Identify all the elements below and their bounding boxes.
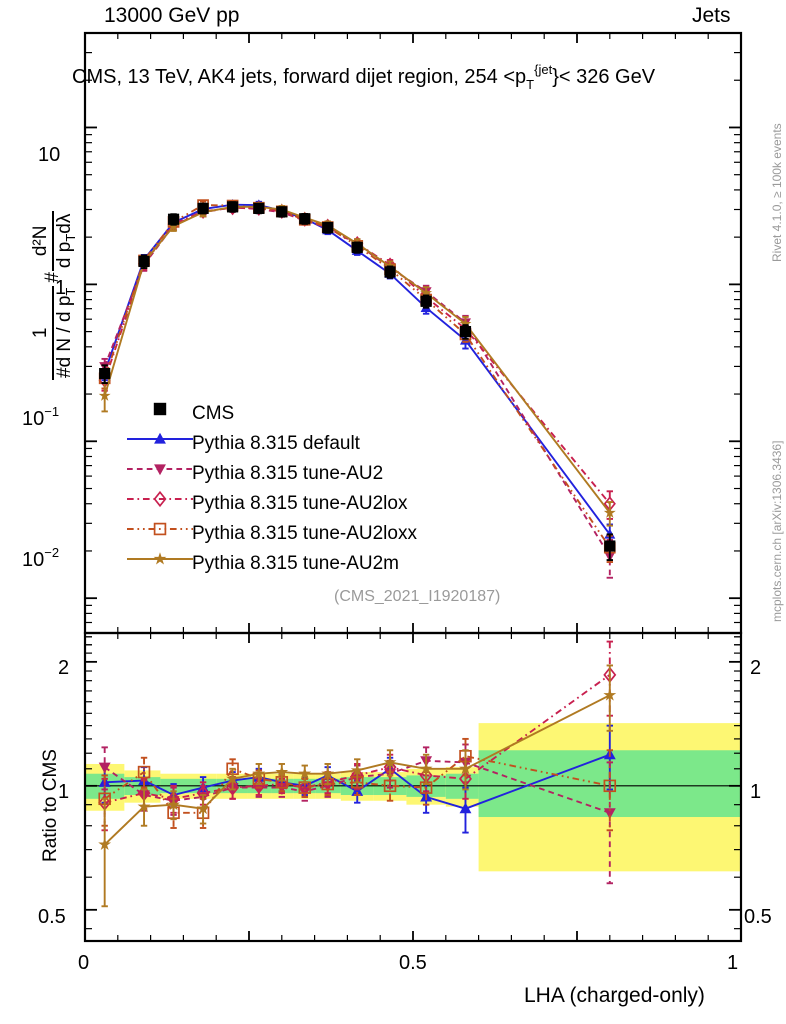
data-marker-star bbox=[321, 766, 335, 780]
data-marker-triangle-up bbox=[154, 432, 166, 444]
data-marker-star bbox=[98, 389, 111, 401]
xtick-0: 0 bbox=[78, 952, 90, 974]
ratio-ytick-1-right: 1 bbox=[750, 781, 762, 803]
main-ytick-1e-1: 10−1 bbox=[22, 404, 59, 431]
data-marker-star bbox=[137, 799, 151, 813]
ratio-ytick-2-right: 2 bbox=[750, 657, 762, 679]
data-marker-square-filled bbox=[604, 540, 616, 552]
data-marker-square-filled bbox=[99, 367, 111, 380]
subtitle-pre: CMS, 13 TeV, AK4 jets, forward dijet reg… bbox=[72, 66, 527, 88]
legend-label-au2: Pythia 8.315 tune-AU2 bbox=[192, 463, 384, 484]
xtick-05: 0.5 bbox=[399, 952, 427, 974]
data-marker-star bbox=[275, 765, 289, 778]
ratio-ytick-1-left: 1 bbox=[58, 781, 70, 803]
data-marker-square-filled bbox=[299, 213, 311, 225]
data-marker-square-filled bbox=[197, 202, 209, 214]
data-marker-square-filled bbox=[253, 202, 265, 214]
data-marker-star bbox=[419, 762, 433, 775]
legend-label-au2m: Pythia 8.315 tune-AU2m bbox=[192, 553, 400, 574]
main-ytick-10: 10 bbox=[38, 144, 61, 166]
data-marker-square-open bbox=[603, 779, 617, 793]
header-left: 13000 GeV pp bbox=[104, 4, 240, 27]
data-marker-star bbox=[196, 801, 210, 815]
data-marker-square-filled bbox=[227, 201, 239, 213]
data-marker-square-filled bbox=[276, 206, 288, 218]
data-marker-square-filled bbox=[138, 255, 150, 268]
data-marker-diamond-open bbox=[298, 779, 312, 796]
data-marker-star bbox=[603, 506, 616, 518]
data-marker-star bbox=[252, 766, 266, 780]
analysis-id-watermark: (CMS_2021_I1920187) bbox=[334, 588, 501, 605]
ratio-ytick-05-right: 0.5 bbox=[744, 906, 772, 928]
legend-label-cms: CMS bbox=[192, 403, 235, 424]
data-marker-square-open bbox=[137, 765, 151, 779]
ratio-ytick-05-left: 0.5 bbox=[38, 906, 66, 928]
data-marker-square-filled bbox=[420, 295, 432, 307]
data-marker-square-filled bbox=[384, 266, 396, 278]
series-line bbox=[104, 694, 611, 846]
main-ytick-1e-2-exp: −2 bbox=[44, 545, 60, 560]
data-marker-star bbox=[153, 552, 167, 565]
data-marker-triangle-up bbox=[351, 785, 364, 796]
ratio-ytick-2-left: 2 bbox=[58, 657, 70, 679]
data-marker-star bbox=[459, 317, 472, 329]
main-ytick-1e-2: 10−2 bbox=[22, 545, 59, 572]
xtick-1: 1 bbox=[727, 952, 739, 974]
data-marker-star bbox=[383, 755, 397, 768]
data-marker-star bbox=[298, 766, 312, 780]
legend-label-au2loxx: Pythia 8.315 tune-AU2loxx bbox=[192, 523, 417, 544]
data-marker-star bbox=[167, 797, 180, 811]
main-ytick-1: 1 bbox=[55, 277, 67, 299]
data-marker-star bbox=[226, 772, 240, 785]
data-marker-square-filled bbox=[351, 241, 363, 254]
main-ytick-1e-1-base: 10 bbox=[22, 408, 45, 430]
data-marker-star bbox=[420, 286, 433, 299]
data-marker-star bbox=[459, 762, 472, 775]
data-marker-star bbox=[350, 763, 364, 776]
main-ytick-1e-2-base: 10 bbox=[22, 549, 45, 571]
data-marker-square-filled bbox=[153, 402, 167, 416]
data-marker-triangle-down bbox=[603, 808, 616, 820]
data-marker-star bbox=[603, 688, 617, 701]
subtitle-sub: T bbox=[526, 77, 535, 92]
data-marker-square-filled bbox=[167, 213, 180, 225]
subtitle-sup: {jet bbox=[534, 62, 553, 77]
subtitle-post: }< 326 GeV bbox=[552, 66, 656, 88]
data-marker-diamond-open bbox=[153, 490, 167, 508]
data-marker-diamond-open bbox=[226, 779, 240, 796]
data-marker-square-open bbox=[383, 779, 397, 793]
data-marker-triangle-down bbox=[154, 464, 166, 476]
data-marker-star bbox=[98, 837, 112, 851]
legend-label-au2lox: Pythia 8.315 tune-AU2lox bbox=[192, 493, 408, 514]
data-marker-square-filled bbox=[322, 222, 334, 234]
x-axis-label: LHA (charged-only) bbox=[524, 984, 705, 1007]
legend-label-default: Pythia 8.315 default bbox=[192, 433, 360, 454]
data-marker-triangle-down bbox=[98, 762, 111, 774]
data-marker-triangle-up bbox=[459, 802, 472, 814]
plot-subtitle: CMS, 13 TeV, AK4 jets, forward dijet reg… bbox=[72, 62, 656, 92]
data-marker-square-open bbox=[153, 522, 167, 536]
main-ytick-1e-1-exp: −1 bbox=[44, 404, 60, 419]
data-marker-square-filled bbox=[459, 326, 472, 338]
header-right: Jets bbox=[692, 4, 731, 27]
